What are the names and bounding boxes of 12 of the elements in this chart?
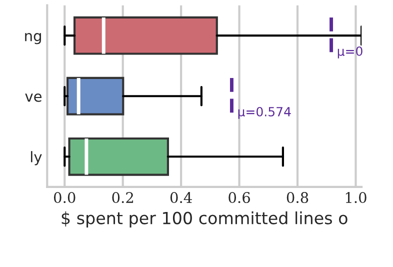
x-tick-label: 0.0 (54, 192, 76, 204)
x-tick-label: 0.2 (112, 192, 134, 204)
x-axis-title: $ spent per 100 committed lines o (62, 211, 348, 228)
x-tick-label: 0.4 (170, 192, 192, 204)
annotation: μ=0.574 (238, 106, 291, 119)
x-tick-label: 1.0 (346, 192, 366, 204)
x-tick-label: 0.6 (228, 192, 250, 204)
y-tick-label: ve (25, 93, 42, 102)
x-tick-label: 0.8 (286, 192, 308, 204)
y-tick-label: ng (25, 32, 41, 44)
y-tick-label: ly (30, 151, 42, 166)
annotation: μ=0 (338, 46, 362, 58)
